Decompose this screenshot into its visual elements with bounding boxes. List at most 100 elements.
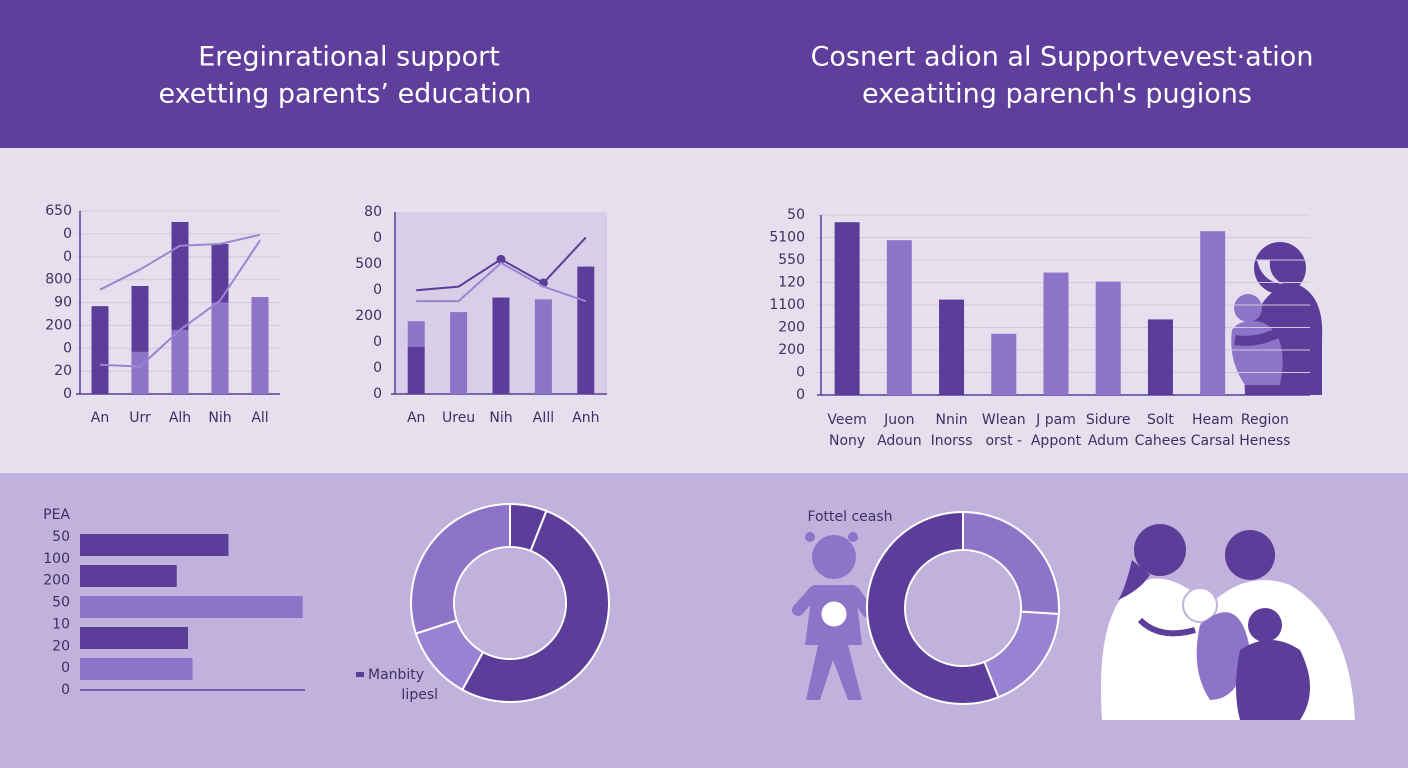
donut-hole	[455, 548, 565, 658]
bar	[91, 306, 109, 394]
y-tick-label: 500	[355, 256, 382, 272]
middle-band	[0, 148, 1408, 473]
x-tick-label: Heness	[1239, 433, 1290, 449]
x-tick-label: J pam	[1035, 412, 1076, 428]
x-tick-label: Appont	[1031, 433, 1082, 449]
y-tick-label: PEA	[43, 507, 70, 523]
x-tick-label: Heam	[1192, 412, 1233, 428]
y-tick-label: 50	[52, 595, 70, 611]
y-tick-label: 650	[45, 203, 72, 219]
x-tick-label: All	[251, 410, 268, 426]
x-tick-label: Wlean	[982, 412, 1026, 428]
y-tick-label: 50	[787, 207, 805, 223]
y-tick-label: 0	[373, 282, 382, 298]
illustration-parent	[1231, 242, 1323, 395]
y-tick-label: 0	[63, 226, 72, 242]
x-tick-label: orst -	[985, 433, 1022, 449]
x-tick-label: Anh	[572, 410, 599, 426]
donut-hole	[906, 551, 1020, 665]
x-tick-label: Urr	[129, 410, 151, 426]
y-tick-label: 20	[52, 638, 70, 654]
x-tick-label: Juon	[883, 412, 914, 428]
y-tick-label: 0	[373, 386, 382, 402]
bar	[80, 565, 177, 587]
x-tick-label: Ureu	[442, 410, 475, 426]
bar	[211, 243, 229, 303]
bar	[886, 240, 912, 395]
x-tick-label: Alh	[169, 410, 191, 426]
bar	[171, 329, 189, 394]
header-title: Cosnert adion al Supportvevest·ation	[811, 42, 1314, 73]
header-title: Ereginrational support	[198, 42, 500, 73]
bar	[407, 321, 425, 347]
y-tick-label: 20	[54, 363, 72, 379]
y-tick-label: 0	[63, 340, 72, 356]
y-tick-label: 550	[778, 252, 805, 268]
y-tick-label: 200	[355, 308, 382, 324]
note: Iipesl	[401, 687, 438, 703]
legend-swatch	[356, 672, 364, 677]
y-tick-label: 0	[373, 334, 382, 350]
x-tick-label: Adum	[1088, 433, 1129, 449]
bar	[534, 299, 552, 394]
y-tick-label: 0	[61, 682, 70, 698]
x-tick-label: Nnin	[936, 412, 968, 428]
y-tick-label: 100	[43, 551, 70, 567]
line	[99, 233, 261, 291]
y-tick-label: 50	[52, 529, 70, 545]
header-subtitle: exeatiting parench's pugions	[862, 79, 1252, 110]
y-tick-label: 5100	[769, 230, 805, 246]
x-tick-label: AIll	[533, 410, 555, 426]
bar	[834, 222, 860, 395]
bar	[80, 534, 229, 556]
y-tick-label: 90	[54, 295, 72, 311]
line	[99, 239, 261, 368]
legend-label: Manbity	[368, 667, 424, 683]
x-tick-label: Veem	[827, 412, 866, 428]
x-tick-label: Sidure	[1086, 412, 1131, 428]
y-tick-label: 0	[796, 387, 805, 403]
bar	[407, 346, 425, 394]
x-tick-label: An	[407, 410, 425, 426]
bar	[1200, 231, 1226, 395]
y-tick-label: 0	[373, 360, 382, 376]
y-tick-label: 10	[52, 616, 70, 632]
y-tick-label: 1100	[769, 297, 805, 313]
y-tick-label: 200	[778, 320, 805, 336]
bar	[131, 286, 149, 352]
bar	[1095, 281, 1121, 395]
bar	[1147, 319, 1173, 395]
y-tick-label: 80	[364, 204, 382, 220]
illustration-family	[1100, 524, 1355, 720]
donut-segment	[460, 509, 610, 703]
y-tick-label: 0	[796, 365, 805, 381]
bar	[80, 627, 188, 649]
x-tick-label: Nih	[489, 410, 512, 426]
bar	[80, 658, 193, 680]
line	[416, 261, 587, 303]
x-tick-label: Inorss	[931, 433, 973, 449]
x-tick-label: An	[91, 410, 109, 426]
x-tick-label: Nony	[829, 433, 865, 449]
x-tick-label: Region	[1241, 412, 1289, 428]
bar	[450, 312, 468, 394]
y-tick-label: 0	[63, 386, 72, 402]
illustration-child	[792, 532, 874, 700]
y-tick-label: 0	[373, 230, 382, 246]
y-tick-label: 200	[45, 317, 72, 333]
bar	[991, 333, 1017, 395]
header-band	[0, 0, 1408, 148]
bar	[171, 221, 189, 330]
y-tick-label: 0	[63, 249, 72, 265]
x-tick-label: Solt	[1147, 412, 1174, 428]
x-tick-label: Nih	[208, 410, 231, 426]
y-tick-label: 200	[43, 573, 70, 589]
bar	[251, 297, 269, 394]
chart-title: Fottel ceash	[807, 509, 892, 525]
y-tick-label: 800	[45, 272, 72, 288]
bar	[492, 297, 510, 394]
bar	[1043, 272, 1069, 395]
y-tick-label: 0	[61, 660, 70, 676]
x-tick-label: Carsal	[1191, 433, 1235, 449]
